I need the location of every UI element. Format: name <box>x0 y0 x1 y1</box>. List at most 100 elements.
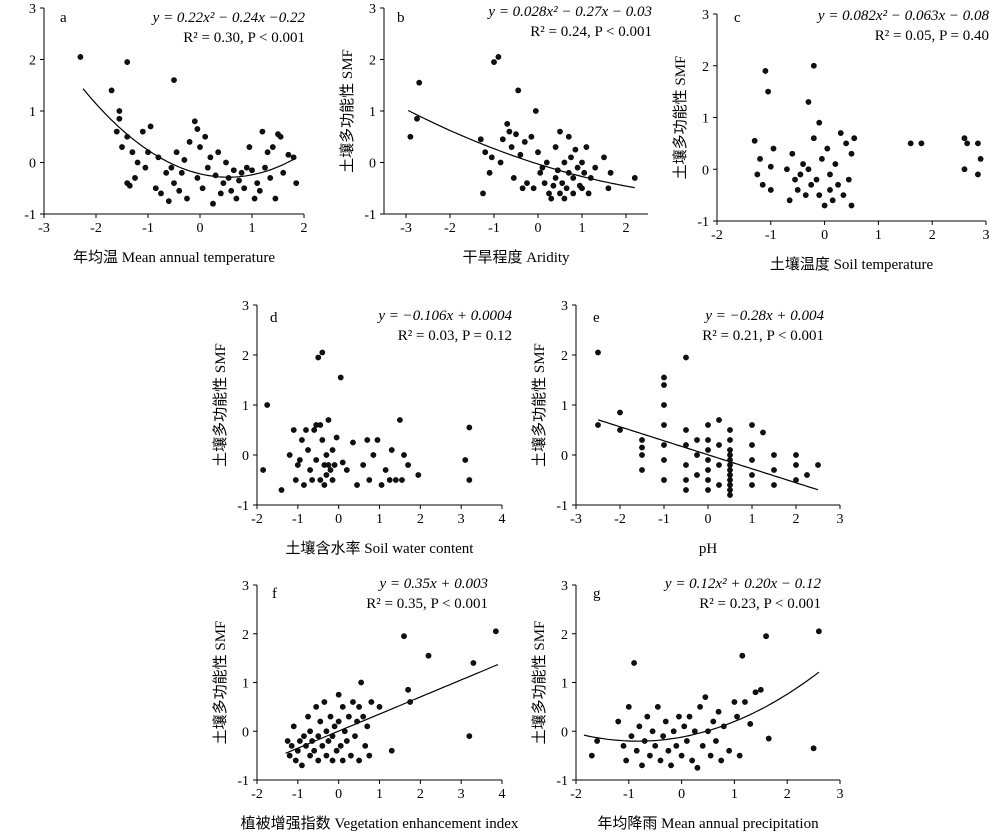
data-point <box>386 477 393 483</box>
data-point <box>399 477 405 483</box>
panel-b: -3 -2 -1 0 1 2 -1 0 1 2 3 干旱程度 Aridity 土壤多功能性 SMF b y … <box>338 2 652 266</box>
data-point <box>317 477 324 483</box>
data-point <box>784 166 790 173</box>
data-point <box>694 472 700 478</box>
data-point <box>480 190 486 197</box>
data-point <box>759 181 766 188</box>
x-tick-label: 1 <box>579 221 586 236</box>
data-point <box>337 374 344 381</box>
data-point <box>793 462 799 468</box>
data-point <box>116 108 123 114</box>
data-point <box>223 159 229 166</box>
data-point <box>804 472 810 478</box>
data-point <box>815 462 821 468</box>
data-point <box>204 164 211 171</box>
data-point <box>681 723 688 730</box>
data-point <box>607 169 614 176</box>
data-point <box>299 762 305 769</box>
data-point <box>977 155 984 162</box>
data-point <box>317 422 324 428</box>
data-point <box>641 738 648 744</box>
data-point <box>532 108 539 114</box>
data-point <box>727 472 733 478</box>
y-tick-label: 0 <box>29 157 36 172</box>
data-point <box>570 175 577 181</box>
data-point <box>315 757 322 764</box>
data-point <box>327 713 334 720</box>
data-point <box>639 444 645 451</box>
data-point <box>425 652 432 659</box>
data-point <box>191 118 198 125</box>
data-point <box>272 195 279 202</box>
data-point <box>644 713 651 720</box>
data-point <box>546 190 552 197</box>
data-point <box>705 728 711 735</box>
data-point <box>197 144 203 150</box>
data-point <box>765 88 772 95</box>
data-point <box>837 130 844 136</box>
y-tick-label: 2 <box>242 349 249 364</box>
data-point <box>519 185 526 192</box>
data-point <box>356 757 362 764</box>
data-point <box>797 171 804 178</box>
data-point <box>251 195 258 202</box>
data-point <box>329 447 336 453</box>
data-point <box>631 660 637 666</box>
data-point <box>760 429 766 436</box>
data-point <box>132 175 138 181</box>
data-point <box>727 452 733 458</box>
data-point <box>319 437 326 443</box>
data-point <box>339 459 346 466</box>
data-point <box>264 402 271 408</box>
x-tick-label: 1 <box>731 787 738 802</box>
data-point <box>964 140 971 147</box>
y-tick-label: 1 <box>242 399 249 414</box>
data-point <box>354 482 360 488</box>
data-point <box>676 713 682 720</box>
data-point <box>407 133 414 140</box>
panel-label: e <box>593 310 600 326</box>
data-point <box>563 185 570 192</box>
x-tick-label: -3 <box>38 221 50 236</box>
y-tick-label: 1 <box>561 677 568 692</box>
data-point <box>639 437 645 443</box>
data-point <box>588 752 595 759</box>
data-point <box>210 200 216 207</box>
data-point <box>165 198 172 205</box>
data-point <box>178 169 185 176</box>
data-point <box>77 54 84 60</box>
data-point <box>694 437 700 443</box>
data-point <box>816 119 823 126</box>
fit-statistics: R² = 0.21, P < 0.001 <box>702 328 824 344</box>
data-point <box>762 68 769 74</box>
y-tick-label: 2 <box>561 349 568 364</box>
data-point <box>294 462 301 468</box>
data-point <box>848 150 855 157</box>
data-point <box>683 462 689 468</box>
data-point <box>678 752 685 759</box>
data-point <box>961 166 968 173</box>
data-point <box>311 427 318 433</box>
data-point <box>662 718 669 725</box>
data-point <box>554 167 561 174</box>
y-tick-label: 2 <box>369 54 376 69</box>
fit-line <box>597 419 819 491</box>
fit-statistics: R² = 0.05, P = 0.40 <box>875 28 989 44</box>
data-point <box>416 79 423 86</box>
panel-label: g <box>593 586 601 602</box>
data-point <box>482 149 489 156</box>
data-point <box>647 752 653 759</box>
data-point <box>668 762 674 769</box>
data-point <box>303 742 309 749</box>
data-point <box>323 752 330 759</box>
data-point <box>731 699 738 705</box>
data-point <box>595 349 601 356</box>
data-point <box>572 146 579 153</box>
y-tick-label: -1 <box>24 208 36 223</box>
data-point <box>491 59 497 65</box>
data-point <box>307 728 313 735</box>
data-point <box>585 190 592 197</box>
y-tick-label: 1 <box>29 105 36 120</box>
